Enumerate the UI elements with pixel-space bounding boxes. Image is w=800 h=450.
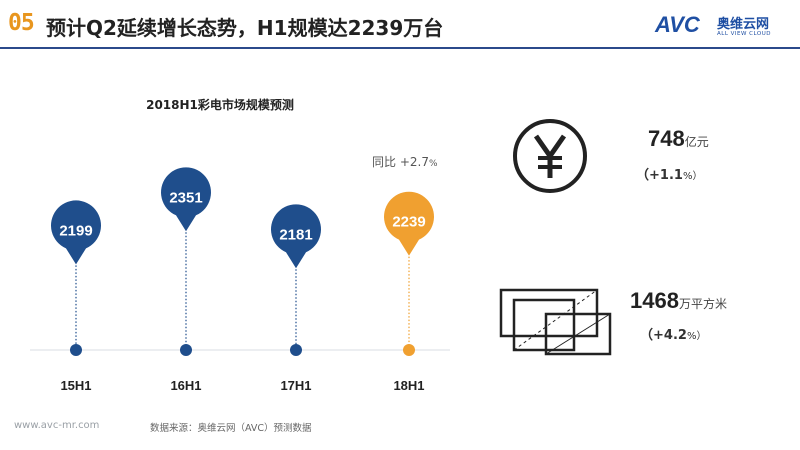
yoy-unit: % bbox=[428, 159, 438, 169]
value-label-18H1: 2239 bbox=[392, 214, 425, 231]
value-label-15H1: 2199 bbox=[59, 222, 92, 239]
revenue-change: （+1.1%） bbox=[636, 164, 702, 183]
area-change: （+4.2%） bbox=[640, 324, 706, 343]
value-bubble-18H1 bbox=[384, 191, 435, 256]
base-dot-18H1 bbox=[403, 344, 415, 356]
chart-title: 2018H1彩电市场规模预测 bbox=[146, 98, 294, 112]
header: 05 预计Q2延续增长态势，H1规模达2239万台 AVC 奥维云网 ALL V… bbox=[0, 0, 800, 46]
yen-icon bbox=[513, 119, 587, 193]
value-bubble-15H1 bbox=[51, 200, 101, 265]
category-label-16H1: 16H1 bbox=[170, 378, 201, 393]
logo-cn-text: 奥维云网 bbox=[717, 17, 770, 32]
yoy-label: 同比 bbox=[372, 155, 397, 169]
base-dot-17H1 bbox=[290, 344, 302, 356]
page-title: 预计Q2延续增长态势，H1规模达2239万台 bbox=[46, 16, 444, 40]
category-label-18H1: 18H1 bbox=[393, 378, 424, 393]
logo-text: AVC bbox=[655, 12, 700, 37]
category-label-17H1: 17H1 bbox=[280, 378, 311, 393]
revenue-change-unit: %） bbox=[682, 171, 703, 182]
area-value: 1468 bbox=[630, 288, 679, 313]
yoy-value: +2.7 bbox=[399, 155, 429, 169]
logo-en-text: ALL VIEW CLOUD bbox=[717, 31, 771, 37]
base-dot-16H1 bbox=[180, 344, 192, 356]
screen-area-icon bbox=[499, 288, 612, 356]
category-label-15H1: 15H1 bbox=[60, 378, 91, 393]
value-label-17H1: 2181 bbox=[279, 226, 312, 243]
header-divider bbox=[0, 47, 800, 49]
yoy-annotation: 同比 +2.7% bbox=[372, 153, 438, 170]
area-metric: 1468万平方米 bbox=[630, 288, 727, 314]
section-number: 05 bbox=[8, 10, 35, 36]
avc-logo: AVC 奥维云网 ALL VIEW CLOUD bbox=[655, 10, 790, 42]
area-change-unit: %） bbox=[686, 331, 707, 342]
revenue-unit: 亿元 bbox=[684, 135, 709, 149]
revenue-metric: 748亿元 bbox=[648, 126, 709, 152]
revenue-change-value: （+1.1 bbox=[636, 168, 683, 183]
base-dot-15H1 bbox=[70, 344, 82, 356]
revenue-value: 748 bbox=[648, 126, 685, 151]
value-bubble-17H1 bbox=[271, 204, 321, 269]
footer-source: 数据来源：奥维云网（AVC）预测数据 bbox=[150, 423, 312, 434]
area-unit: 万平方米 bbox=[678, 297, 727, 311]
area-change-value: （+4.2 bbox=[640, 328, 687, 343]
value-label-16H1: 2351 bbox=[169, 189, 202, 206]
footer-url[interactable]: www.avc-mr.com bbox=[14, 420, 100, 431]
value-bubble-16H1 bbox=[161, 167, 211, 232]
